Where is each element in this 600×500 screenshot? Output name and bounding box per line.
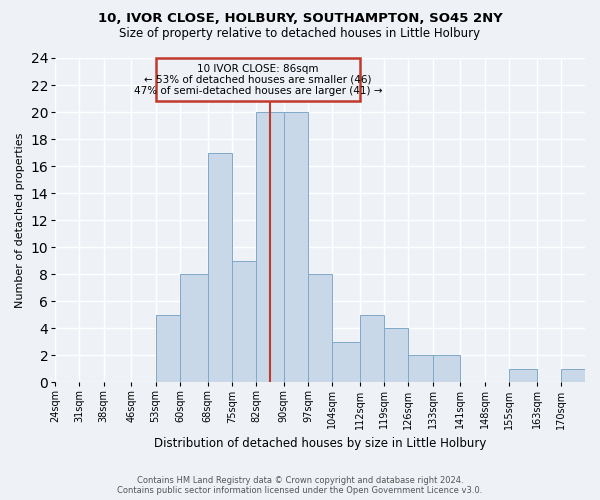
Bar <box>509 369 536 382</box>
Bar <box>232 260 256 382</box>
Bar <box>332 342 360 382</box>
Text: ← 53% of detached houses are smaller (46): ← 53% of detached houses are smaller (46… <box>144 74 371 85</box>
Y-axis label: Number of detached properties: Number of detached properties <box>15 132 25 308</box>
Bar <box>208 152 232 382</box>
Bar <box>180 274 208 382</box>
Bar <box>308 274 332 382</box>
Bar <box>360 315 384 382</box>
X-axis label: Distribution of detached houses by size in Little Holbury: Distribution of detached houses by size … <box>154 437 487 450</box>
Text: Contains HM Land Registry data © Crown copyright and database right 2024.
Contai: Contains HM Land Registry data © Crown c… <box>118 476 482 495</box>
Bar <box>384 328 409 382</box>
Bar <box>433 356 460 382</box>
Bar <box>155 58 360 101</box>
Bar <box>155 315 180 382</box>
Bar <box>284 112 308 382</box>
Bar <box>561 369 585 382</box>
Text: 10 IVOR CLOSE: 86sqm: 10 IVOR CLOSE: 86sqm <box>197 64 319 74</box>
Text: 10, IVOR CLOSE, HOLBURY, SOUTHAMPTON, SO45 2NY: 10, IVOR CLOSE, HOLBURY, SOUTHAMPTON, SO… <box>98 12 502 26</box>
Text: 47% of semi-detached houses are larger (41) →: 47% of semi-detached houses are larger (… <box>134 86 382 96</box>
Bar <box>409 356 433 382</box>
Text: Size of property relative to detached houses in Little Holbury: Size of property relative to detached ho… <box>119 28 481 40</box>
Bar <box>256 112 284 382</box>
